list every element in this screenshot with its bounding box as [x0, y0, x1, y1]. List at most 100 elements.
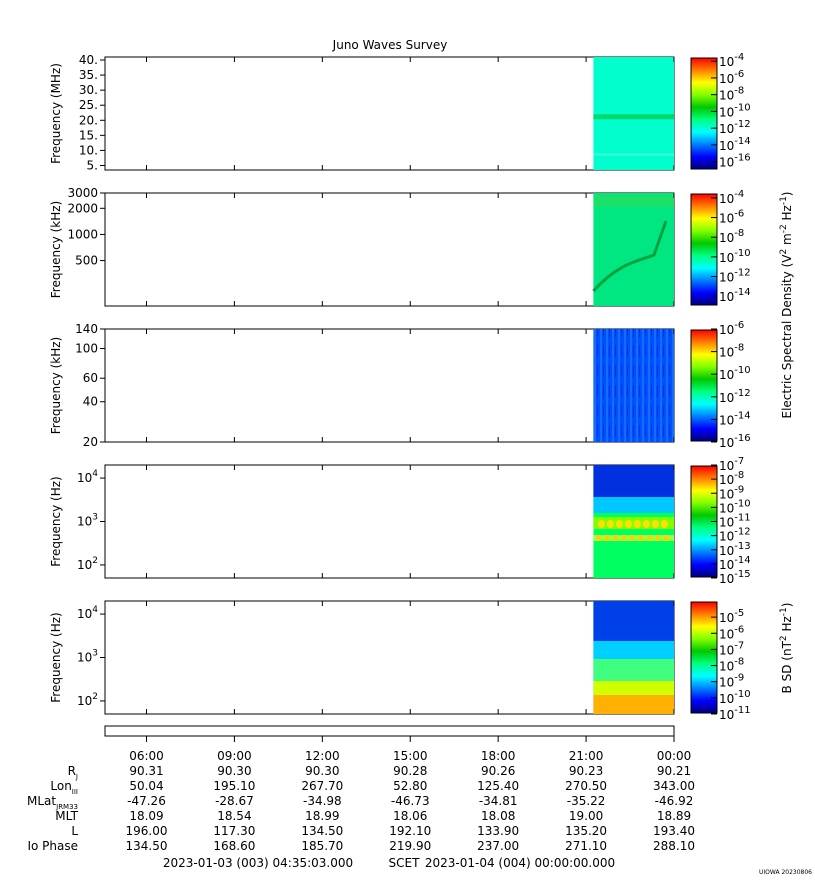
ephemeris-value: 19.00 — [569, 809, 603, 823]
ephemeris-value: 90.21 — [657, 764, 691, 778]
colorbar-tick-label: 10-6 — [719, 624, 744, 641]
ephemeris-value: 125.40 — [477, 779, 519, 793]
ephemeris-row-label: Io Phase — [27, 839, 78, 853]
spectrogram-fill — [593, 193, 674, 306]
ephemeris-row-label: LonIII — [50, 779, 78, 796]
ephemeris-value: 134.50 — [125, 839, 167, 853]
footer-start-time: 2023-01-03 (003) 04:35:03.000 — [163, 856, 353, 870]
plot-frame — [104, 328, 675, 443]
colorbar-tick-label: 10-5 — [719, 608, 744, 625]
colorbar-tick-label: 10-14 — [719, 410, 751, 427]
spectrogram-data — [593, 57, 674, 170]
ephemeris-value: 90.26 — [481, 764, 515, 778]
colorbar-tick-label: 10-10 — [719, 498, 751, 515]
colorbar-tick-label: 10-12 — [719, 388, 751, 405]
emission-blob — [642, 520, 650, 528]
colorbar-tick-label: 10-12 — [719, 268, 751, 285]
y-tick-label: 60 — [83, 371, 98, 385]
plot-frame — [104, 56, 675, 171]
ephemeris-value: 134.50 — [301, 824, 343, 838]
ephemeris-value: -46.92 — [655, 794, 694, 808]
y-tick-label: 104 — [77, 469, 98, 485]
figure-title: Juno Waves Survey — [332, 38, 448, 52]
ephemeris-value: 52.80 — [393, 779, 427, 793]
spectrogram-panels: 5.10.15.20.25.30.35.40. Frequency (MHz) 10… — [49, 52, 751, 722]
y-axis-label: Frequency (Hz) — [49, 476, 63, 567]
colorbar-tick-label: 10-4 — [719, 189, 744, 206]
colorbar-tick-label: 10-14 — [719, 287, 751, 304]
colorbar-tick-label: 10-9 — [719, 484, 744, 501]
y-tick-label: 20 — [83, 435, 98, 449]
magnetic-colorbar-title: B SD (nT2 Hz-1) — [779, 603, 794, 694]
time-tick-label: 15:00 — [393, 749, 428, 763]
colorbar-tick-label: 10-6 — [719, 69, 744, 86]
spectrogram-fill — [593, 57, 674, 170]
colorbar-tick-label: 10-11 — [719, 513, 751, 530]
y-tick-label: 102 — [77, 556, 98, 572]
time-tick-label: 00:00 — [657, 749, 692, 763]
spectral-band — [593, 497, 674, 513]
ephemeris-value: 18.89 — [657, 809, 691, 823]
colorbar-tick-label: 10-6 — [719, 209, 744, 226]
spectral-band — [593, 681, 674, 695]
spectrogram-data — [592, 193, 674, 306]
ephemeris-value: 193.40 — [653, 824, 695, 838]
y-tick-label: 1000 — [67, 227, 98, 241]
electric-colorbar-title: Electric Spectral Density (V2 m-2 Hz-1) — [779, 191, 794, 418]
spectral-band — [593, 465, 674, 497]
emission-blob — [646, 535, 652, 541]
colorbar-tick-label: 10-13 — [719, 541, 751, 558]
spectrogram-data — [593, 601, 674, 714]
ephemeris-value: 90.30 — [305, 764, 339, 778]
ephemeris-value: 270.50 — [565, 779, 607, 793]
colorbar-tick-label: 10-7 — [719, 640, 744, 657]
colorbar-tick-label: 10-9 — [719, 673, 744, 690]
spectrogram-texture — [593, 329, 674, 442]
footer-end-time: 2023-01-04 (004) 00:00:00.000 — [425, 856, 615, 870]
ephemeris-value: 50.04 — [129, 779, 163, 793]
spectral-band — [593, 659, 674, 681]
ephemeris-value: -34.98 — [303, 794, 342, 808]
ephemeris-value: 271.10 — [565, 839, 607, 853]
ephemeris-value: 135.20 — [565, 824, 607, 838]
y-tick-label: 20. — [79, 113, 98, 127]
colorbar-tick-label: 10-10 — [719, 102, 751, 119]
ephemeris-value: 90.28 — [393, 764, 427, 778]
y-tick-label: 103 — [77, 513, 98, 529]
ephemeris-value: 90.23 — [569, 764, 603, 778]
colorbar — [690, 193, 718, 306]
spectral-band — [593, 641, 674, 659]
ephemeris-value: 196.00 — [125, 824, 167, 838]
ephemeris-row-label: L — [71, 824, 78, 838]
y-tick-label: 40. — [79, 53, 98, 67]
time-tick-label: 18:00 — [481, 749, 516, 763]
y-tick-label: 103 — [77, 649, 98, 665]
ephemeris-value: -28.67 — [215, 794, 254, 808]
time-axis-bar — [104, 725, 675, 737]
y-axis-label: Frequency (kHz) — [49, 337, 63, 434]
ephemeris-value: 267.70 — [301, 779, 343, 793]
ephemeris-value: -46.73 — [391, 794, 430, 808]
colorbar — [690, 57, 718, 170]
ephemeris-row-label: RJ — [68, 764, 78, 781]
y-tick-label: 500 — [75, 254, 98, 268]
ephemeris-value: 195.10 — [213, 779, 255, 793]
ephemeris-row-label: MLT — [55, 809, 78, 823]
emission-blob — [660, 520, 668, 528]
y-tick-label: 100 — [75, 342, 98, 356]
emission-blob — [651, 520, 659, 528]
spectrogram-panel: 140 100 60 40 20 Frequency (kHz) 10-6 10-8 10-10… — [49, 320, 751, 450]
emission-trace — [592, 220, 668, 292]
footer-scet-label: SCET — [389, 856, 421, 870]
colorbar-tick-label: 10-10 — [719, 689, 751, 706]
ephemeris-value: 343.00 — [653, 779, 695, 793]
plot-frame — [104, 464, 675, 579]
plot-frame — [104, 192, 675, 307]
emission-blob — [621, 535, 627, 541]
ephemeris-table: RJ 90.31 90.30 90.30 90.28 90.26 90.23 90.21 Lon… — [27, 764, 695, 853]
emission-blob — [638, 535, 644, 541]
colorbar-tick-label: 10-8 — [719, 86, 744, 103]
emission-blob — [615, 520, 623, 528]
colorbar-tick-label: 10-6 — [719, 320, 744, 337]
